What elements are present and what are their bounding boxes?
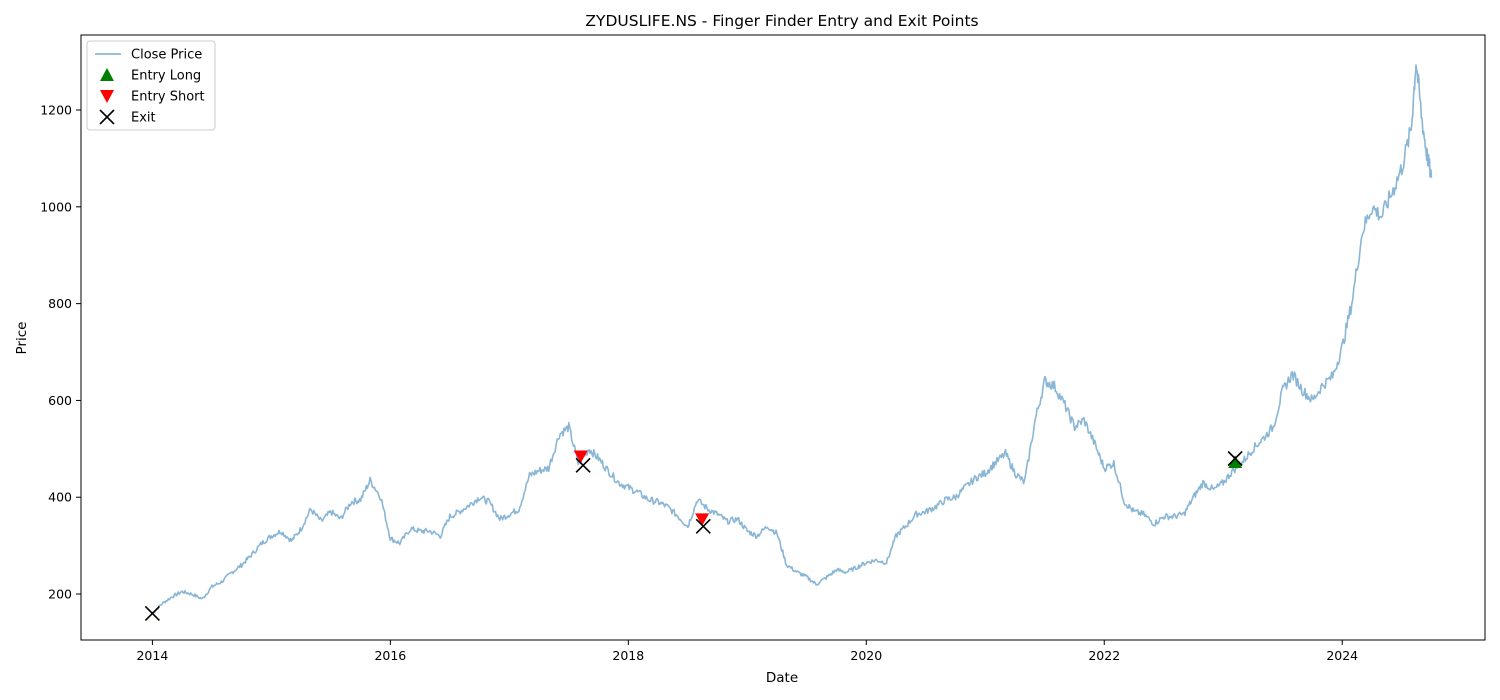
y-axis: 200 400 600 800 1000 1200 [40, 103, 81, 602]
x-tick-label-2016: 2016 [374, 648, 406, 663]
legend-label-0: Close Price [131, 48, 202, 63]
exit-marker-1 [575, 457, 591, 473]
x-tick-label-2022: 2022 [1088, 648, 1120, 663]
close-price-line [151, 64, 1433, 614]
x-tick-label-2014: 2014 [136, 648, 168, 663]
legend-item-1: Entry Long [100, 68, 201, 84]
legend-item-3: Exit [99, 109, 156, 126]
legend-label-1: Entry Long [131, 69, 201, 84]
exit-marker-0 [144, 605, 160, 621]
y-axis-label: Price [14, 322, 30, 355]
chart-title: ZYDUSLIFE.NS - Finger Finder Entry and E… [585, 12, 978, 30]
x-tick-label-2024: 2024 [1326, 648, 1358, 663]
y-tick-label-1000: 1000 [40, 199, 72, 214]
legend-swatch-exit [99, 109, 115, 125]
y-tick-label-400: 400 [48, 490, 72, 505]
plot-frame [80, 34, 1486, 641]
x-tick-label-2018: 2018 [612, 648, 644, 663]
plot-area [144, 64, 1433, 621]
entry-long-marker-0 [1228, 455, 1243, 468]
legend-swatch-entry-short [100, 90, 114, 103]
y-tick-label-600: 600 [48, 393, 72, 408]
legend-box [86, 40, 216, 131]
y-tick-label-200: 200 [48, 587, 72, 602]
y-tick-label-1200: 1200 [40, 103, 72, 118]
legend-label-3: Exit [131, 111, 156, 126]
legend-item-2: Entry Short [100, 90, 205, 105]
legend-item-0: Close Price [95, 48, 202, 63]
entry-short-marker-0 [573, 450, 588, 464]
legend-swatch-entry-long [100, 68, 114, 81]
x-tick-label-2020: 2020 [850, 648, 882, 663]
x-axis-label: Date [766, 670, 798, 686]
exit-marker-3 [1227, 450, 1243, 467]
legend-label-2: Entry Short [131, 90, 205, 105]
entry-short-marker-1 [695, 513, 710, 526]
y-tick-label-800: 800 [48, 296, 72, 311]
exit-marker-2 [695, 518, 711, 534]
legend: Close Price Entry Long Entry Short Exit [86, 40, 216, 131]
x-axis: 2014 2016 2018 2020 2022 2024 [136, 640, 1358, 663]
